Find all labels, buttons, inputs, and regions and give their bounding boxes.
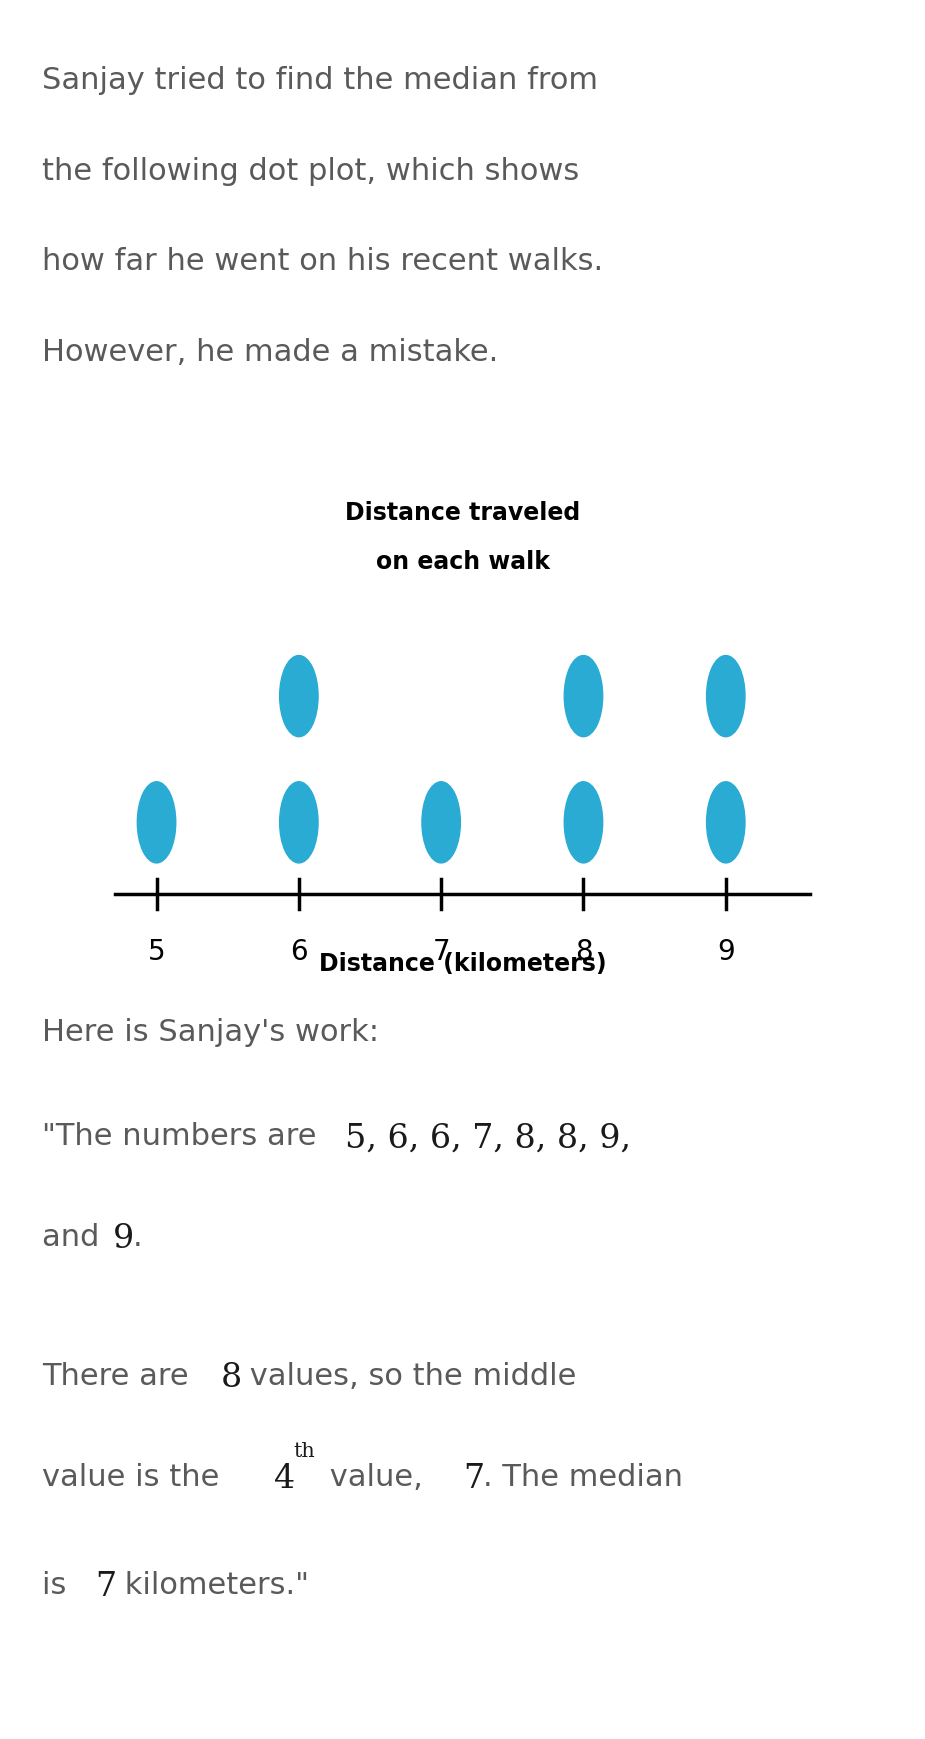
Text: 7: 7 — [95, 1570, 117, 1602]
Circle shape — [422, 783, 461, 864]
Text: 4: 4 — [274, 1462, 295, 1494]
Text: values, so the middle: values, so the middle — [240, 1362, 576, 1391]
Text: 6: 6 — [290, 937, 308, 965]
Text: 7: 7 — [463, 1462, 484, 1494]
Text: is: is — [42, 1570, 76, 1600]
Text: Here is Sanjay's work:: Here is Sanjay's work: — [42, 1017, 378, 1047]
Circle shape — [707, 783, 745, 864]
Circle shape — [707, 656, 745, 737]
Text: Sanjay tried to find the median from: Sanjay tried to find the median from — [42, 66, 598, 96]
Circle shape — [564, 783, 603, 864]
Text: 8: 8 — [574, 937, 592, 965]
Text: value,: value, — [320, 1462, 433, 1492]
Text: Distance (kilometers): Distance (kilometers) — [319, 951, 606, 976]
Text: value is the: value is the — [42, 1462, 228, 1492]
Circle shape — [279, 783, 318, 864]
Text: . The median: . The median — [483, 1462, 683, 1492]
Text: th: th — [293, 1442, 315, 1461]
Text: Distance traveled: Distance traveled — [345, 501, 580, 525]
Circle shape — [137, 783, 176, 864]
Text: on each walk: on each walk — [376, 550, 549, 574]
Text: However, he made a mistake.: However, he made a mistake. — [42, 337, 498, 367]
Text: 5: 5 — [148, 937, 166, 965]
Text: "The numbers are: "The numbers are — [42, 1122, 326, 1151]
Text: kilometers.": kilometers." — [115, 1570, 309, 1600]
Circle shape — [279, 656, 318, 737]
Text: 5, 6, 6, 7, 8, 8, 9,: 5, 6, 6, 7, 8, 8, 9, — [346, 1122, 632, 1153]
Text: and: and — [42, 1223, 109, 1252]
Text: 7: 7 — [432, 937, 450, 965]
Text: the following dot plot, which shows: the following dot plot, which shows — [42, 157, 579, 186]
Circle shape — [564, 656, 603, 737]
Text: There are: There are — [42, 1362, 198, 1391]
Text: .: . — [132, 1223, 142, 1252]
Text: how far he went on his recent walks.: how far he went on his recent walks. — [42, 247, 603, 277]
Text: 9: 9 — [717, 937, 734, 965]
Text: 8: 8 — [220, 1362, 241, 1393]
Text: 9: 9 — [113, 1223, 134, 1254]
